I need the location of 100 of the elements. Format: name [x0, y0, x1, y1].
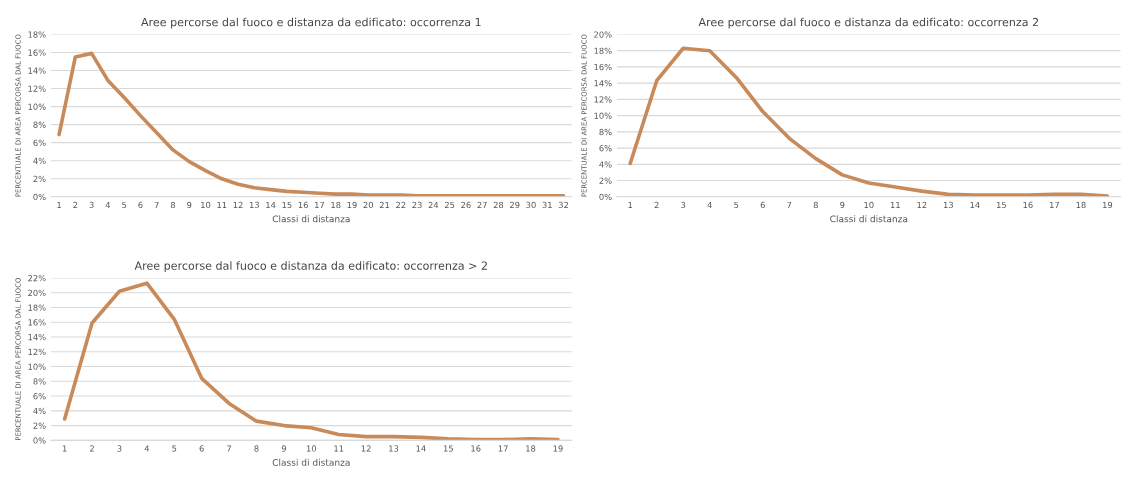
y-tick-label: 22% [28, 274, 46, 282]
x-axis-title: Classi di distanza [272, 458, 350, 466]
x-tick-label: 18 [331, 201, 341, 209]
y-tick-label: 10% [28, 103, 46, 110]
x-tick-label: 2 [90, 445, 94, 452]
x-tick-label: 22 [396, 201, 406, 208]
y-tick-label: 14% [28, 334, 46, 341]
x-tick-label: 4 [707, 201, 712, 208]
y-tick-label: 6% [33, 393, 46, 400]
x-tick-label: 11 [334, 445, 344, 452]
y-tick-label: 4% [33, 157, 46, 164]
x-tick-label: 15 [282, 201, 292, 209]
y-tick-label: 16% [594, 63, 612, 71]
y-tick-label: 18% [28, 31, 46, 38]
y-tick-label: 16% [28, 49, 46, 56]
x-tick-label: 9 [187, 201, 192, 209]
x-tick-label: 16 [1023, 201, 1033, 209]
y-tick-label: 0% [599, 193, 612, 201]
x-tick-label: 13 [389, 445, 399, 452]
x-tick-label: 5 [122, 201, 127, 209]
line-series [57, 51, 566, 197]
x-tick-label: 5 [734, 201, 739, 209]
x-tick-label: 12 [917, 201, 927, 208]
x-tick-label: 14 [266, 201, 276, 208]
x-tick-label: 20 [363, 201, 373, 209]
chart-title: Aree percorse dal fuoco e distanza da edificato: occorrenza 2 [698, 17, 1039, 29]
x-tick-label: 8 [254, 445, 259, 452]
x-tick-label: 3 [681, 201, 686, 209]
x-tick-label: 17 [315, 201, 325, 208]
y-tick-label: 16% [28, 319, 46, 326]
y-tick-label: 8% [33, 121, 46, 128]
y-tick-label: 0% [33, 437, 46, 444]
x-tick-label: 3 [117, 445, 122, 452]
x-tick-label: 19 [553, 445, 563, 452]
x-tick-label: 10 [306, 445, 317, 452]
y-tick-label: 12% [594, 96, 612, 103]
x-tick-label: 25 [444, 201, 455, 209]
x-tick-label: 11 [890, 201, 900, 208]
y-tick-label: 14% [594, 80, 612, 87]
y-tick-label: 12% [28, 85, 46, 92]
x-tick-label: 19 [347, 201, 357, 209]
x-tick-label: 9 [840, 201, 845, 209]
chart-title: Aree percorse dal fuoco e distanza da edificato: occorrenza > 2 [134, 261, 487, 272]
x-tick-label: 15 [443, 445, 453, 452]
x-tick-label: 32 [558, 201, 568, 209]
y-tick-label: 8% [33, 378, 46, 385]
x-tick-label: 27 [477, 201, 487, 208]
x-tick-label: 6 [760, 201, 765, 209]
x-tick-label: 13 [249, 201, 259, 209]
x-tick-label: 30 [526, 201, 536, 209]
x-tick-label: 10 [864, 201, 874, 209]
y-tick-label: 12% [28, 348, 46, 356]
y-tick-label: 14% [28, 67, 46, 74]
y-tick-label: 18% [28, 304, 46, 311]
x-tick-label: 1 [57, 201, 61, 208]
y-tick-label: 20% [28, 289, 46, 297]
x-tick-label: 4 [105, 201, 111, 208]
x-tick-label: 28 [493, 201, 504, 209]
x-tick-label: 29 [510, 201, 520, 209]
x-tick-label: 6 [199, 445, 204, 452]
x-tick-label: 14 [416, 445, 426, 452]
x-tick-label: 26 [461, 201, 471, 209]
x-tick-label: 15 [996, 201, 1006, 209]
y-tick-label: 0% [33, 193, 46, 201]
x-tick-label: 18 [526, 445, 536, 452]
x-tick-label: 5 [172, 445, 177, 452]
x-tick-label: 6 [138, 201, 143, 209]
y-tick-label: 4% [33, 407, 46, 415]
x-tick-label: 17 [498, 445, 508, 452]
line-series [628, 46, 1110, 197]
x-tick-label: 2 [73, 201, 78, 208]
x-tick-label: 16 [298, 201, 308, 209]
y-tick-label: 20% [594, 31, 612, 38]
x-tick-label: 16 [471, 445, 481, 452]
x-tick-label: 14 [970, 201, 980, 208]
x-tick-label: 3 [89, 201, 94, 209]
y-tick-label: 18% [594, 47, 612, 54]
x-tick-label: 7 [787, 201, 792, 208]
y-tick-label: 4% [599, 161, 612, 168]
x-tick-label: 7 [227, 445, 232, 452]
x-tick-label: 18 [1076, 201, 1086, 209]
x-axis-title: Classi di distanza [830, 215, 908, 223]
line-series [62, 281, 560, 441]
x-tick-label: 23 [412, 201, 422, 209]
x-tick-label: 17 [1050, 201, 1059, 208]
x-tick-label: 1 [628, 201, 633, 208]
x-tick-label: 12 [233, 201, 243, 208]
y-tick-label: 6% [599, 145, 612, 152]
x-tick-label: 8 [170, 201, 176, 209]
x-tick-label: 12 [361, 445, 371, 452]
y-tick-label: 2% [33, 422, 46, 429]
x-tick-label: 11 [217, 201, 227, 208]
x-axis-title: Classi di distanza [272, 215, 350, 223]
x-tick-label: 1 [62, 445, 67, 452]
y-tick-label: 2% [599, 177, 612, 184]
y-tick-label: 2% [33, 175, 46, 183]
x-tick-label: 4 [144, 445, 150, 452]
y-tick-label: 10% [28, 363, 46, 370]
y-tick-label: 10% [594, 112, 612, 119]
x-tick-label: 9 [281, 445, 286, 452]
